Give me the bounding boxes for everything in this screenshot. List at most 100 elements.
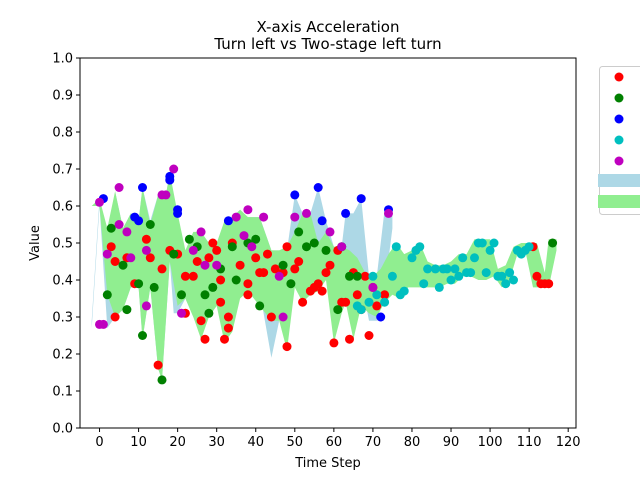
x-tick-label-120: 120 [556, 435, 581, 450]
series-0-point-14 [192, 257, 202, 266]
series-1-point-23 [286, 279, 296, 289]
point-layer [95, 164, 558, 385]
series-3-point-1 [356, 305, 366, 315]
series-3-point-6 [387, 271, 397, 281]
legend-marker-2 [614, 114, 624, 124]
series-0-point-7 [153, 360, 163, 370]
series-0-point-24 [223, 323, 233, 333]
series-3-point-9 [399, 286, 409, 296]
x-tick-label-50: 50 [287, 435, 304, 450]
series-4-point-18 [231, 212, 241, 222]
series-4-point-4 [114, 183, 124, 192]
y-axis-label: Value [28, 225, 43, 261]
series-3-point-32 [497, 271, 507, 281]
legend-marker-3 [614, 135, 624, 145]
series-1-point-13 [200, 290, 210, 300]
series-4-point-29 [368, 282, 378, 292]
x-axis-label: Time Step [294, 456, 361, 471]
legend-band-swatch-1 [598, 195, 640, 208]
series-1-point-0 [102, 290, 112, 300]
series-4-point-14 [188, 245, 198, 255]
series-0-point-40 [298, 297, 308, 307]
series-4-point-7 [126, 253, 136, 263]
series-3-point-27 [477, 238, 487, 248]
series-2-point-11 [317, 216, 327, 226]
series-0-point-64 [544, 279, 554, 289]
series-0-point-34 [270, 264, 280, 274]
series-0-point-13 [188, 271, 198, 281]
series-4-point-17 [212, 260, 222, 270]
series-3-point-35 [509, 275, 518, 285]
series-1-point-30 [345, 271, 354, 281]
series-0-point-0 [106, 242, 116, 252]
series-0-point-1 [110, 257, 120, 266]
series-2-point-14 [376, 312, 386, 322]
x-tick-label-90: 90 [443, 435, 460, 450]
series-3-point-15 [430, 264, 440, 274]
legend-marker-4 [614, 156, 624, 166]
series-4-point-30 [384, 208, 393, 218]
series-4-point-11 [161, 190, 171, 200]
series-1-point-9 [169, 249, 179, 259]
series-0-point-61 [532, 271, 542, 281]
series-0-point-59 [380, 290, 390, 300]
series-1-point-22 [278, 260, 288, 270]
series-2-point-9 [290, 190, 300, 200]
series-1-point-31 [352, 271, 362, 281]
series-2-point-10 [313, 183, 323, 192]
series-1-point-21 [255, 301, 265, 311]
series-3-point-7 [391, 242, 401, 252]
y-tick-label-0.6: 0.6 [52, 200, 73, 215]
y-tick-label-0.0: 0.0 [52, 422, 73, 437]
x-tick-label-80: 80 [404, 435, 421, 450]
series-3-point-12 [415, 242, 425, 252]
series-0-point-16 [200, 334, 210, 344]
series-4-point-23 [274, 271, 284, 281]
series-0-point-45 [321, 268, 331, 278]
series-2-point-2 [134, 216, 144, 226]
series-0-point-28 [243, 279, 253, 289]
series-2-point-7 [173, 208, 183, 218]
series-0-point-39 [294, 257, 304, 266]
series-3-point-16 [434, 282, 444, 292]
series-0-point-47 [329, 338, 339, 348]
series-4-point-0 [95, 197, 104, 207]
series-3-point-19 [446, 275, 456, 285]
series-1-point-25 [302, 242, 311, 252]
series-3-point-20 [450, 264, 460, 274]
series-4-point-15 [196, 227, 206, 237]
series-3-point-29 [485, 245, 495, 255]
series-0-point-23 [223, 312, 233, 322]
series-4-point-20 [243, 205, 253, 215]
series-0-point-11 [180, 271, 190, 281]
series-0-point-27 [243, 290, 253, 300]
series-1-point-26 [309, 238, 319, 248]
y-tick-label-0.4: 0.4 [52, 274, 73, 289]
series-4-point-8 [141, 301, 151, 311]
series-3-point-30 [489, 238, 499, 248]
series-1-point-24 [294, 227, 304, 237]
series-2-point-5 [165, 171, 175, 181]
series-0-point-22 [220, 334, 229, 344]
series-1-point-15 [208, 282, 218, 292]
series-0-point-44 [317, 286, 327, 296]
series-3-point-34 [505, 268, 515, 278]
series-1-point-8 [157, 375, 167, 385]
x-tick-label-60: 60 [326, 435, 343, 450]
series-4-point-21 [247, 242, 257, 252]
series-1-point-20 [251, 234, 261, 244]
series-4-point-16 [200, 260, 210, 270]
series-0-point-55 [360, 271, 370, 281]
series-3-point-21 [454, 271, 464, 281]
series-1-point-11 [184, 234, 194, 244]
series-3-point-14 [423, 264, 433, 274]
series-4-point-22 [259, 212, 269, 222]
series-0-point-33 [266, 312, 276, 322]
series-4-point-12 [169, 164, 179, 174]
series-0-point-26 [235, 260, 245, 270]
x-tick-label-110: 110 [517, 435, 542, 450]
series-0-point-53 [352, 290, 362, 300]
series-4-point-5 [114, 220, 124, 229]
series-0-point-50 [341, 297, 351, 307]
